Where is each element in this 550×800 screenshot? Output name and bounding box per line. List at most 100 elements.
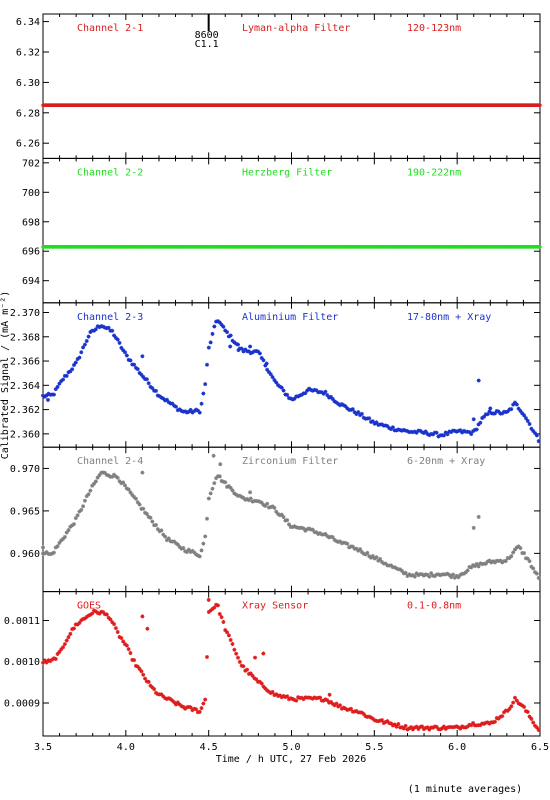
data-point — [250, 350, 255, 355]
data-point — [194, 552, 199, 557]
data-point — [128, 650, 133, 655]
data-point — [418, 725, 423, 730]
data-point — [332, 399, 337, 404]
data-point — [514, 698, 519, 703]
data-point — [132, 658, 137, 663]
y-tick-label: 2.362 — [10, 405, 40, 416]
data-point — [471, 525, 476, 530]
data-point — [379, 559, 384, 564]
data-point — [53, 657, 58, 662]
data-point — [50, 551, 55, 556]
data-point — [390, 723, 395, 728]
data-point — [124, 486, 129, 491]
data-point — [297, 393, 302, 398]
data-point — [529, 716, 534, 721]
data-point — [516, 701, 521, 706]
data-point — [465, 724, 470, 729]
data-point — [392, 722, 397, 727]
data-point — [328, 394, 333, 399]
data-point — [212, 324, 217, 329]
data-point — [420, 430, 425, 435]
data-point — [210, 331, 215, 336]
data-point — [177, 407, 182, 412]
data-point — [460, 724, 465, 729]
data-point — [482, 414, 487, 419]
data-point — [303, 528, 308, 533]
data-point — [325, 698, 330, 703]
data-point — [248, 671, 253, 676]
data-point — [416, 726, 421, 731]
data-point — [203, 534, 208, 539]
data-point — [525, 418, 530, 423]
data-point — [241, 349, 246, 354]
data-point — [265, 367, 270, 372]
data-point — [268, 690, 273, 695]
data-point — [248, 496, 253, 501]
data-point — [250, 673, 255, 678]
data-point — [339, 706, 344, 711]
data-point — [51, 656, 56, 661]
data-point — [485, 412, 490, 417]
data-point — [266, 370, 271, 375]
data-point — [523, 416, 528, 421]
data-point — [471, 720, 476, 725]
panel-3: 2.360 2.362 2.364 2.366 2.368 2.370 Channel 2-… — [10, 302, 541, 448]
data-point — [416, 573, 421, 578]
data-point — [385, 424, 390, 429]
data-series — [41, 597, 541, 733]
data-point — [150, 685, 155, 690]
data-point — [509, 704, 514, 709]
data-point — [350, 407, 355, 412]
data-point — [527, 422, 532, 427]
data-point — [208, 608, 213, 613]
data-point — [471, 429, 476, 434]
data-point — [279, 695, 284, 700]
data-point — [325, 393, 330, 398]
data-point — [226, 633, 231, 638]
data-point — [102, 325, 107, 330]
data-point — [463, 725, 468, 730]
data-point — [144, 511, 149, 516]
data-point — [217, 320, 222, 325]
data-point — [161, 396, 166, 401]
data-point — [316, 531, 321, 536]
data-point — [62, 642, 67, 647]
data-point — [512, 547, 517, 552]
data-point — [394, 724, 399, 729]
data-point — [376, 719, 381, 724]
data-point — [172, 403, 177, 408]
data-point — [279, 512, 284, 517]
data-point — [115, 629, 120, 634]
data-point — [88, 612, 93, 617]
x-axis: 3.5 4.0 4.5 5.0 5.5 6.0 6.5 — [34, 742, 549, 753]
data-point — [467, 430, 472, 435]
data-point — [146, 679, 151, 684]
data-point — [268, 505, 273, 510]
data-point — [82, 616, 87, 621]
data-point — [430, 432, 435, 437]
data-point — [259, 500, 264, 505]
data-point — [538, 103, 542, 107]
data-point — [137, 666, 142, 671]
data-point — [59, 379, 64, 384]
data-point — [188, 407, 193, 412]
data-point — [410, 573, 415, 578]
data-point — [152, 687, 157, 692]
data-point — [146, 514, 151, 519]
data-point — [447, 572, 452, 577]
data-point — [119, 635, 124, 640]
data-point — [487, 558, 492, 563]
data-point — [400, 568, 404, 573]
data-point — [427, 727, 432, 732]
data-point — [86, 492, 91, 497]
y-tick-label: 6.26 — [16, 139, 40, 150]
data-point — [214, 476, 219, 481]
data-point — [494, 715, 499, 720]
data-point — [350, 544, 355, 549]
data-point — [82, 342, 87, 347]
data-point — [84, 614, 89, 619]
data-point — [292, 524, 297, 529]
data-point — [512, 695, 517, 700]
data-point — [123, 642, 128, 647]
data-point — [389, 721, 394, 726]
